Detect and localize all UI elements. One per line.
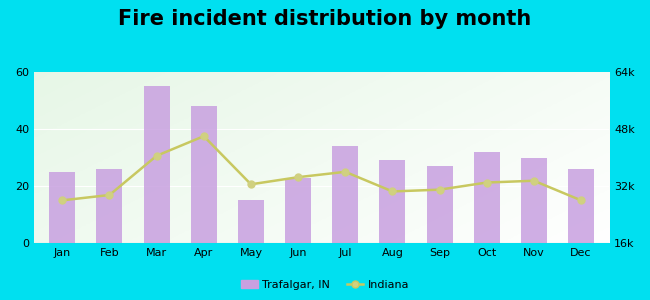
- Bar: [332, 146, 358, 243]
- Bar: [191, 106, 216, 243]
- Bar: [49, 172, 75, 243]
- Bar: [285, 178, 311, 243]
- Bar: [521, 158, 547, 243]
- Bar: [144, 86, 170, 243]
- Legend: Trafalgar, IN, Indiana: Trafalgar, IN, Indiana: [237, 276, 413, 294]
- Bar: [426, 166, 452, 243]
- Bar: [474, 152, 500, 243]
- Bar: [238, 200, 264, 243]
- Bar: [380, 160, 406, 243]
- Bar: [96, 169, 122, 243]
- Text: Fire incident distribution by month: Fire incident distribution by month: [118, 9, 532, 29]
- Bar: [568, 169, 594, 243]
